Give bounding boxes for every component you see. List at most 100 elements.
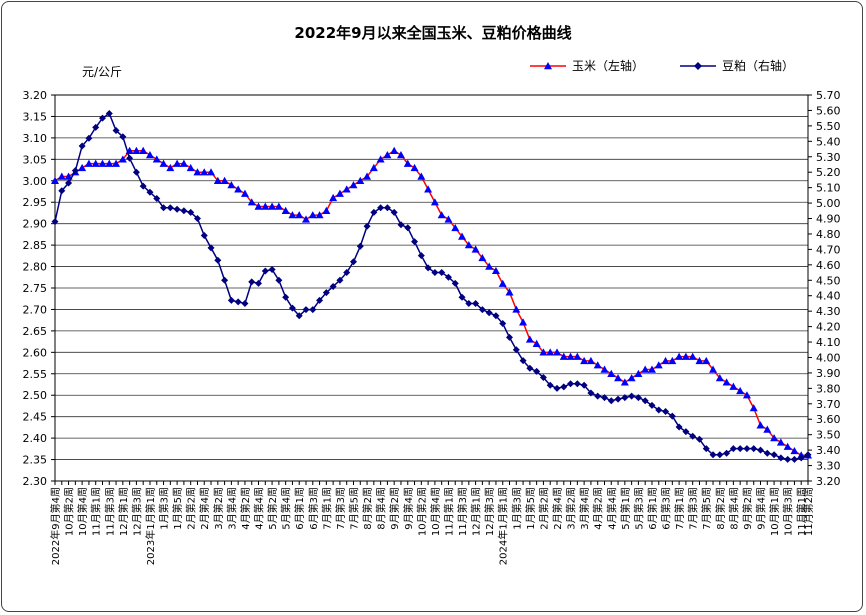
marker (118, 155, 127, 163)
marker (729, 445, 737, 453)
x-tick-label: 2024年1月第1周 (497, 487, 510, 565)
marker (207, 168, 216, 176)
marker (132, 146, 141, 154)
marker (784, 455, 792, 463)
marker (315, 211, 324, 219)
marker (85, 134, 93, 142)
marker (98, 114, 106, 122)
marker (580, 381, 588, 389)
marker (736, 386, 745, 395)
marker (647, 365, 656, 373)
marker (587, 389, 595, 397)
marker (98, 159, 107, 167)
marker (356, 242, 364, 250)
x-tick-label: 8月第2周 (361, 487, 374, 530)
x-tick-label: 5月第2周 (266, 487, 279, 530)
marker (539, 374, 547, 382)
marker (207, 244, 215, 252)
marker (430, 198, 439, 206)
x-tick-label: 7月第3周 (334, 487, 347, 530)
marker (268, 265, 276, 273)
y-tick-label: 2.85 (23, 239, 48, 252)
marker (71, 167, 79, 175)
y-tick-label: 2.45 (23, 411, 48, 424)
y2-tick-label: 3.90 (816, 367, 841, 380)
marker (567, 380, 575, 388)
marker (600, 394, 608, 402)
marker (234, 298, 242, 306)
marker (553, 348, 561, 356)
y2-tick-label: 4.40 (816, 290, 841, 303)
y-tick-label: 2.55 (23, 368, 48, 381)
y2-tick-label: 5.30 (816, 151, 841, 164)
marker (51, 176, 59, 184)
marker (532, 339, 541, 347)
y2-tick-label: 5.60 (816, 104, 841, 117)
marker (695, 435, 703, 443)
marker (65, 179, 73, 187)
marker (275, 276, 283, 284)
marker (797, 454, 805, 462)
marker (397, 221, 405, 229)
marker (91, 159, 100, 167)
y-axis-label: 元/公斤 (82, 65, 122, 79)
x-tick-label: 11月第1周 (442, 487, 455, 536)
x-tick-label: 12月第3周 (130, 487, 143, 536)
y2-tick-label: 3.80 (816, 382, 841, 395)
marker (336, 276, 344, 284)
marker (694, 62, 702, 70)
marker (173, 205, 181, 213)
marker (491, 266, 500, 275)
marker (363, 222, 371, 230)
marker (200, 232, 208, 240)
x-tick-label: 1月第5周 (171, 487, 184, 530)
marker (370, 208, 378, 216)
marker (78, 142, 86, 150)
marker (580, 356, 589, 365)
marker (681, 352, 690, 360)
marker (160, 204, 168, 212)
marker (560, 383, 568, 391)
marker (221, 276, 229, 284)
marker (709, 451, 717, 459)
x-tick-label: 3月第2周 (212, 487, 225, 530)
legend-label: 玉米（左轴） (572, 58, 644, 73)
marker (193, 168, 202, 176)
x-tick-label: 1月第3周 (158, 487, 171, 530)
marker (757, 446, 765, 454)
marker (105, 159, 114, 167)
y2-tick-label: 3.60 (816, 413, 841, 426)
marker (695, 356, 704, 365)
x-tick-label: 9月第4周 (402, 487, 415, 530)
x-tick-label: 7月第5周 (347, 487, 360, 530)
x-tick-label: 2月第2周 (537, 487, 550, 530)
y-tick-label: 2.70 (23, 303, 48, 316)
marker (749, 404, 758, 412)
marker (464, 241, 473, 249)
marker (424, 185, 433, 193)
marker (356, 176, 365, 184)
marker (322, 206, 331, 214)
marker (736, 445, 744, 453)
marker (593, 361, 602, 369)
marker (614, 374, 623, 382)
marker (261, 202, 270, 210)
marker (763, 449, 771, 457)
marker (105, 110, 113, 118)
marker (702, 356, 711, 365)
marker (417, 172, 426, 180)
marker (322, 289, 330, 297)
marker (383, 151, 392, 159)
marker (790, 446, 799, 455)
x-tick-label: 5月第1周 (619, 487, 632, 530)
y2-tick-label: 4.80 (816, 228, 841, 241)
marker (770, 434, 779, 442)
marker (274, 202, 283, 210)
marker (153, 194, 161, 202)
y2-tick-label: 5.00 (816, 197, 841, 210)
x-tick-label: 2月第2周 (185, 487, 198, 530)
marker (675, 423, 683, 431)
x-tick-label: 2月第4周 (551, 487, 564, 530)
x-tick-label: 10月第2周 (415, 487, 428, 536)
marker (166, 204, 174, 212)
